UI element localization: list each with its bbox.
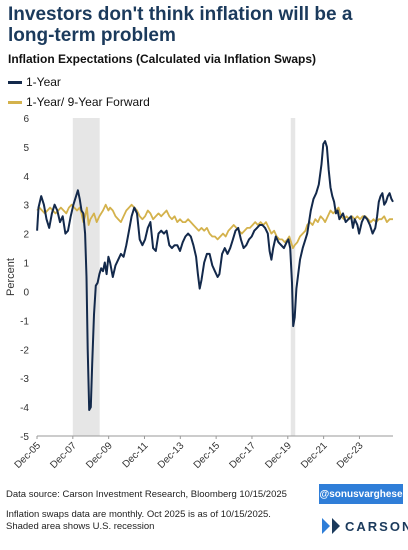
x-tick-label: Dec-09 [84, 440, 115, 471]
y-tick-label: 4 [23, 172, 29, 183]
data-source: Data source: Carson Investment Research,… [6, 489, 287, 500]
carson-logo: CARSON [322, 518, 408, 534]
x-tick-label: Dec-13 [156, 440, 187, 471]
twitter-handle-badge[interactable]: @sonusvarghese [319, 484, 403, 504]
x-tick-label: Dec-17 [228, 440, 259, 471]
y-tick-label: 3 [23, 201, 29, 212]
legend-item-1-year: 1-Year [8, 72, 150, 92]
legend-label-forward: 1-Year/ 9-Year Forward [26, 95, 150, 109]
y-tick-label: -3 [20, 374, 29, 385]
y-tick-label: 1 [23, 259, 29, 270]
x-tick-label: Dec-05 [13, 440, 44, 471]
x-tick-label: Dec-11 [121, 440, 151, 470]
x-tick-label: Dec-23 [335, 440, 366, 471]
series-line-1y-9y-forward [36, 203, 393, 249]
legend-swatch-1-year [8, 80, 22, 84]
legend: 1-Year 1-Year/ 9-Year Forward [8, 72, 150, 112]
chart-subtitle: Inflation Expectations (Calculated via I… [8, 52, 317, 66]
y-tick-label: 5 [23, 143, 29, 154]
x-tick-label: Dec-21 [299, 440, 330, 471]
y-tick-label: -1 [20, 316, 29, 327]
y-tick-label: -2 [20, 345, 29, 356]
y-tick-label: 6 [23, 114, 29, 125]
legend-item-forward: 1-Year/ 9-Year Forward [8, 92, 150, 112]
recession-shade-1 [290, 118, 296, 436]
x-tick-label: Dec-07 [48, 440, 79, 471]
carson-logo-text: CARSON [345, 518, 408, 534]
footnotes: Inflation swaps data are monthly. Oct 20… [6, 509, 271, 533]
page-title: Investors don't think inflation will be … [8, 4, 353, 46]
footnote-frequency: Inflation swaps data are monthly. Oct 20… [6, 509, 271, 520]
y-tick-label: 2 [23, 230, 29, 241]
x-tick-label: Dec-15 [192, 440, 223, 471]
y-axis-label: Percent [5, 258, 17, 296]
y-tick-label: 0 [23, 287, 29, 298]
y-tick-label: -4 [20, 403, 29, 414]
legend-label-1-year: 1-Year [26, 75, 61, 89]
x-tick-label: Dec-19 [263, 440, 294, 471]
series-line-1-year [36, 140, 394, 411]
legend-swatch-forward [8, 100, 22, 104]
y-tick-label: -5 [20, 432, 29, 443]
carson-logo-icon [322, 518, 340, 534]
footnote-recession: Shaded area shows U.S. recession [6, 521, 155, 532]
